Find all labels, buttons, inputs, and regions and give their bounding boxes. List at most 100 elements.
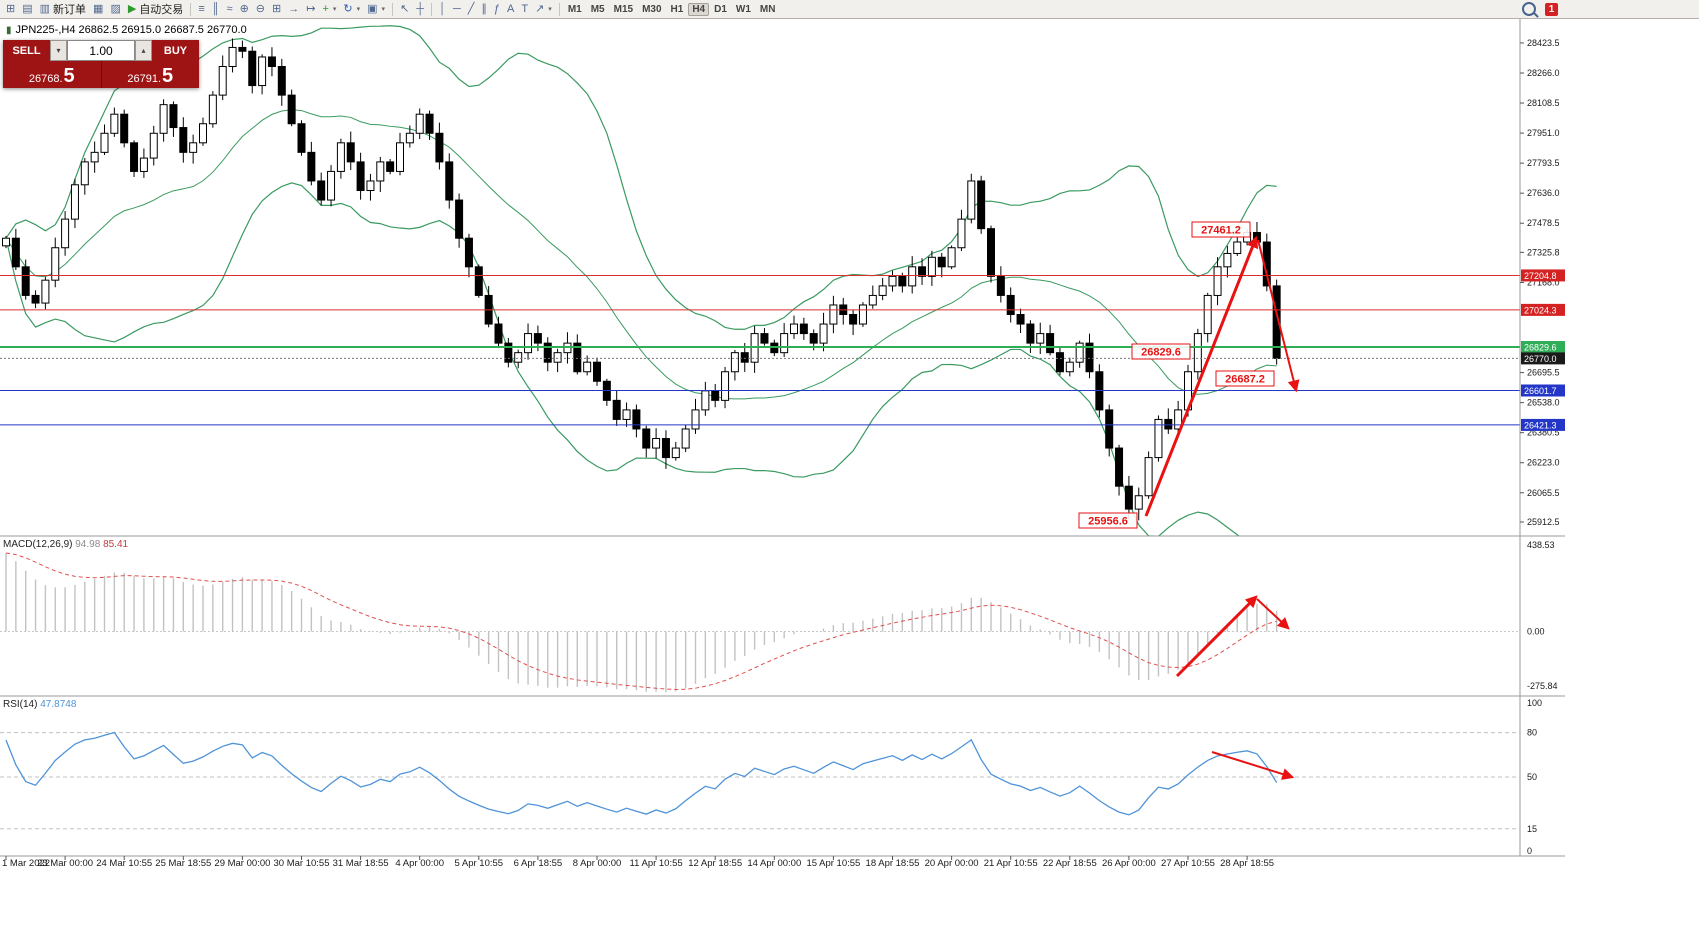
price-axis-tick: 26223.0 <box>1527 458 1560 468</box>
price-axis-badge: 27204.8 <box>1521 269 1565 282</box>
periods-button[interactable]: ↻ ▾ <box>340 1 363 17</box>
vertical-line-button[interactable]: │ <box>436 1 449 17</box>
rsi-axis-tick: 0 <box>1527 846 1532 856</box>
timeframe-h1-button[interactable]: H1 <box>670 3 684 15</box>
time-axis-label: 26 Apr 00:00 <box>1102 858 1156 869</box>
svg-text:25956.6: 25956.6 <box>1088 516 1128 528</box>
cursor-button[interactable]: ↖ <box>397 1 412 17</box>
label-button[interactable]: T <box>518 1 531 17</box>
price-axis-tick: 27636.0 <box>1527 188 1560 198</box>
buy-price-big-digit: 5 <box>162 65 174 87</box>
main-toolbar: ⊞ ▤ ▥ 新订单 ▦ ▨ ▶ 自动交易 ≡ ║ ≈ ⊕ ⊖ ⊞ → ↦ + ▾ ↻ ▾ ▣ ▾ ↖ ┼ │ ─ ╱ ∥ ƒ A T ↗ ▾ M1… <box>0 0 1699 19</box>
trend-arrow-main[interactable] <box>1257 239 1300 393</box>
new-chart-button[interactable]: ⊞ <box>3 1 18 17</box>
trend-arrow-macd[interactable] <box>1256 598 1290 630</box>
time-axis-label: 8 Apr 00:00 <box>573 858 622 869</box>
label-icon: T <box>521 3 529 15</box>
market-watch-button[interactable]: ▦ <box>90 1 106 17</box>
rsi-value: 47.8748 <box>40 699 77 710</box>
rsi-label: RSI(14) 47.8748 <box>3 699 76 710</box>
lot-increase-button[interactable]: ▴ <box>135 40 152 61</box>
timeframe-m1-button[interactable]: M1 <box>567 3 582 15</box>
zoom-in-button[interactable]: ⊕ <box>237 1 252 17</box>
trade-panel-prices: 26768. 5 26791. 5 <box>3 61 199 88</box>
price-axis-tick: 27168.0 <box>1527 277 1560 287</box>
price-axis-tick: 27793.5 <box>1527 158 1560 168</box>
channel-button[interactable]: ∥ <box>478 1 490 17</box>
indicators-button[interactable]: + ▾ <box>319 1 339 17</box>
timeframe-w1-button[interactable]: W1 <box>735 3 751 15</box>
timeframe-m15-button[interactable]: M15 <box>613 3 634 15</box>
templates-button[interactable]: ▣ ▾ <box>364 1 388 17</box>
bar-chart-button[interactable]: ≡ <box>195 1 207 17</box>
text-button[interactable]: A <box>504 1 517 17</box>
auto-scroll-button[interactable]: → <box>285 1 302 17</box>
candlestick-chart-button[interactable]: ║ <box>209 1 223 17</box>
new-chart-icon: ⊞ <box>6 3 16 15</box>
zoom-out-icon: ⊖ <box>255 3 266 15</box>
macd-axis-tick: 0.00 <box>1527 627 1545 637</box>
candlestick-chart-icon: ║ <box>211 3 220 15</box>
price-annotation[interactable]: 27461.2 <box>1191 221 1251 238</box>
macd-histogram <box>5 552 1278 693</box>
data-window-button[interactable]: ▨ <box>107 1 123 17</box>
lot-size-input[interactable] <box>67 40 135 61</box>
toolbar-separator <box>392 2 394 16</box>
time-axis-label: 24 Mar 10:55 <box>96 858 152 869</box>
buy-button[interactable]: BUY <box>152 40 199 61</box>
arrows-icon: ↗ <box>535 3 545 15</box>
time-axis-label: 11 Apr 10:55 <box>630 858 683 869</box>
search-icon[interactable] <box>1522 2 1536 16</box>
bollinger-middle-band <box>5 109 1277 400</box>
tile-windows-button[interactable]: ⊞ <box>269 1 284 17</box>
price-annotation[interactable]: 26829.6 <box>1131 343 1191 360</box>
new-order-icon: ▥ <box>39 3 51 15</box>
timeframe-mn-button[interactable]: MN <box>759 3 776 15</box>
timeframe-d1-button[interactable]: D1 <box>714 3 727 15</box>
chart-symbol-icon: ▮ <box>6 24 12 36</box>
price-annotation[interactable]: 25956.6 <box>1078 512 1138 529</box>
notification-badge[interactable]: 1 <box>1545 2 1558 16</box>
timeframe-m30-button[interactable]: M30 <box>642 3 662 15</box>
profiles-button[interactable]: ▤ <box>19 1 35 17</box>
dropdown-caret-icon: ▾ <box>381 6 386 13</box>
macd-label: MACD(12,26,9) 94.98 85.41 <box>3 539 128 550</box>
trend-arrow-macd[interactable] <box>1175 595 1258 678</box>
data-window-icon: ▨ <box>110 3 121 15</box>
crosshair-button[interactable]: ┼ <box>413 1 427 17</box>
time-axis-label: 29 Mar 00:00 <box>214 858 270 869</box>
fibonacci-button[interactable]: ƒ <box>491 1 503 17</box>
candlesticks <box>2 38 1281 521</box>
price-axis-badge: 26829.6 <box>1521 341 1565 354</box>
auto-trading-button[interactable]: ▶ 自动交易 <box>125 1 186 17</box>
timeframe-h4-button[interactable]: H4 <box>688 2 710 16</box>
price-annotation[interactable]: 26687.2 <box>1215 370 1275 387</box>
price-axis-tick: 26380.5 <box>1527 428 1560 438</box>
templates-icon: ▣ <box>367 3 378 15</box>
sell-button[interactable]: SELL <box>3 40 50 61</box>
timeframe-m5-button[interactable]: M5 <box>590 3 605 15</box>
rsi-axis-tick: 15 <box>1527 824 1537 834</box>
trendline-button[interactable]: ╱ <box>465 1 478 17</box>
macd-main-value: 94.98 <box>75 539 101 550</box>
buy-price-main: 26791. <box>127 73 162 85</box>
sell-price[interactable]: 26768. 5 <box>3 61 101 88</box>
chart-shift-button[interactable]: ↦ <box>303 1 318 17</box>
toolbar-separator <box>558 2 560 16</box>
buy-price[interactable]: 26791. 5 <box>100 61 199 88</box>
dropdown-caret-icon: ▾ <box>332 6 337 13</box>
price-axis[interactable]: 28423.5 28266.0 28108.5 27951.0 27793.5 27636… <box>1520 38 1565 527</box>
lot-decrease-button[interactable]: ▾ <box>50 40 67 61</box>
line-chart-button[interactable]: ≈ <box>224 1 236 17</box>
cursor-icon: ↖ <box>400 3 410 15</box>
price-axis-tick: 28266.0 <box>1527 68 1560 78</box>
horizontal-line-button[interactable]: ─ <box>450 1 464 17</box>
new-order-button[interactable]: ▥ 新订单 <box>37 1 89 17</box>
arrows-button[interactable]: ↗ ▾ <box>532 1 555 17</box>
auto-trading-button-label: 自动交易 <box>139 4 184 16</box>
trend-arrow-rsi[interactable] <box>1211 751 1295 780</box>
trend-arrow-main[interactable] <box>1144 235 1259 517</box>
zoom-out-button[interactable]: ⊖ <box>253 1 268 17</box>
